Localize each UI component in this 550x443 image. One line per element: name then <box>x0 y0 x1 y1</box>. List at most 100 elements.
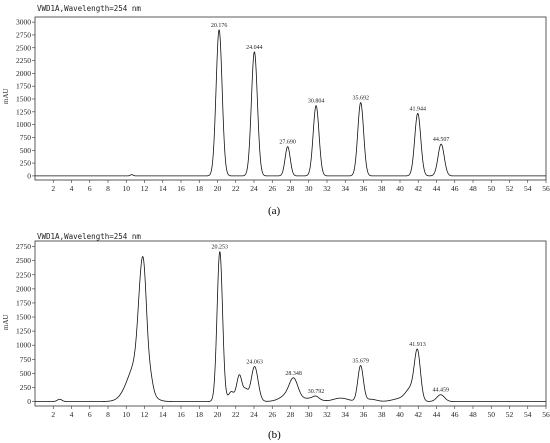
panel-b: VWD1A,Wavelength=254 nm mAU 2 4 6 8 10 12 14 16… <box>2 232 550 441</box>
panel-a-peak-labels: 20.176 24.044 27.690 30.804 35.692 41.944 44.5… <box>211 23 450 146</box>
peak-label: 28.348 <box>285 371 302 377</box>
x-tick-label: 4 <box>70 410 74 419</box>
x-tick-label: 40 <box>396 410 404 419</box>
y-tick-label: 250 <box>20 159 32 168</box>
x-tick-label: 22 <box>232 184 240 193</box>
panel-b-title: VWD1A,Wavelength=254 nm <box>37 232 141 241</box>
x-tick-label: 54 <box>524 184 532 193</box>
x-tick-label: 24 <box>250 410 258 419</box>
peak-label: 35.692 <box>352 96 369 102</box>
x-tick-label: 16 <box>177 184 185 193</box>
x-tick-label: 22 <box>232 410 240 419</box>
panel-b-peak-labels: 20.253 24.063 28.348 30.792 35.679 41.913 44.4… <box>212 245 449 395</box>
x-tick-label: 24 <box>250 184 258 193</box>
x-tick-label: 6 <box>88 410 92 419</box>
x-tick-label: 46 <box>451 410 459 419</box>
x-tick-label: 28 <box>287 184 295 193</box>
x-tick-label: 30 <box>305 184 313 193</box>
x-tick-label: 16 <box>177 410 185 419</box>
x-tick-label: 40 <box>396 184 404 193</box>
x-tick-label: 12 <box>141 410 149 419</box>
x-tick-label: 56 <box>542 410 550 419</box>
x-tick-label: 12 <box>141 184 149 193</box>
y-tick-label: 1750 <box>16 82 31 91</box>
x-tick-label: 4 <box>70 184 74 193</box>
x-tick-label: 18 <box>196 410 204 419</box>
peak-label: 35.679 <box>352 359 369 365</box>
x-tick-label: 48 <box>469 410 477 419</box>
x-tick-label: 30 <box>305 410 313 419</box>
y-tick-label: 1000 <box>16 341 31 350</box>
x-tick-label: 20 <box>214 184 222 193</box>
y-tick-label: 2500 <box>16 43 31 52</box>
x-tick-label: 44 <box>433 184 441 193</box>
x-tick-label: 26 <box>269 410 277 419</box>
y-tick-label: 750 <box>20 355 32 364</box>
x-tick-label: 32 <box>323 184 331 193</box>
x-tick-label: 6 <box>88 184 92 193</box>
panel-b-caption: (b) <box>268 429 281 441</box>
peak-label: 41.913 <box>409 342 426 348</box>
x-tick-label: 50 <box>488 410 496 419</box>
panel-b-trace <box>34 251 547 402</box>
panel-a-frame <box>34 16 547 181</box>
y-tick-label: 1000 <box>16 120 31 129</box>
x-tick-label: 10 <box>123 184 131 193</box>
peak-label: 20.253 <box>212 245 229 251</box>
x-tick-label: 54 <box>524 410 532 419</box>
x-tick-label: 52 <box>506 184 514 193</box>
y-tick-label: 2750 <box>16 30 31 39</box>
x-tick-label: 2 <box>51 410 55 419</box>
y-tick-label: 1750 <box>16 298 31 307</box>
x-tick-label: 8 <box>106 410 110 419</box>
panel-b-y-axis-label: mAU <box>2 314 10 330</box>
y-tick-label: 2750 <box>16 242 31 251</box>
y-tick-label: 500 <box>20 369 32 378</box>
x-tick-label: 8 <box>106 184 110 193</box>
x-tick-label: 50 <box>488 184 496 193</box>
x-tick-label: 20 <box>214 410 222 419</box>
y-tick-label: 1250 <box>16 327 31 336</box>
y-tick-label: 1500 <box>16 313 31 322</box>
panel-a-y-axis-label: mAU <box>2 88 10 104</box>
x-tick-label: 26 <box>269 184 277 193</box>
panel-b-ticks: 2 4 6 8 10 12 14 16 18 20 22 24 26 28 30 32 34 36 38 40 42 44… <box>16 242 550 419</box>
peak-label: 44.459 <box>432 388 449 394</box>
peak-label: 24.044 <box>246 45 263 51</box>
x-tick-label: 10 <box>123 410 131 419</box>
x-tick-label: 42 <box>415 410 423 419</box>
x-tick-label: 38 <box>378 410 386 419</box>
y-tick-label: 3000 <box>16 18 31 27</box>
x-tick-label: 32 <box>323 410 331 419</box>
y-tick-label: 1250 <box>16 107 31 116</box>
x-tick-label: 2 <box>51 184 55 193</box>
x-tick-label: 52 <box>506 410 514 419</box>
peak-label: 20.176 <box>211 23 228 29</box>
peak-label: 30.804 <box>308 99 325 105</box>
x-tick-label: 28 <box>287 410 295 419</box>
y-tick-label: 2000 <box>16 284 31 293</box>
y-tick-label: 250 <box>20 383 32 392</box>
y-tick-label: 2250 <box>16 270 31 279</box>
peak-label: 27.690 <box>279 140 296 146</box>
x-tick-label: 34 <box>342 184 350 193</box>
x-tick-label: 14 <box>159 184 167 193</box>
peak-label: 30.792 <box>308 389 325 395</box>
y-tick-label: 500 <box>20 146 32 155</box>
x-tick-label: 14 <box>159 410 167 419</box>
x-tick-label: 44 <box>433 410 441 419</box>
x-tick-label: 36 <box>360 410 368 419</box>
x-tick-label: 18 <box>196 184 204 193</box>
y-tick-label: 2000 <box>16 69 31 78</box>
x-tick-label: 36 <box>360 184 368 193</box>
panel-a-title: VWD1A,Wavelength=254 nm <box>37 4 141 13</box>
x-tick-label: 48 <box>469 184 477 193</box>
peak-label: 24.063 <box>246 360 263 366</box>
panel-a: VWD1A,Wavelength=254 nm mAU 2 4 6 8 10 12 14 16… <box>2 4 550 217</box>
panel-a-ticks: 2 4 6 8 10 12 14 16 18 20 22 24 26 28 30 32 34 36 38 40 42 44… <box>16 18 550 193</box>
x-tick-label: 56 <box>542 184 550 193</box>
x-tick-label: 38 <box>378 184 386 193</box>
y-tick-label: 0 <box>27 397 31 406</box>
y-tick-label: 0 <box>27 171 31 180</box>
